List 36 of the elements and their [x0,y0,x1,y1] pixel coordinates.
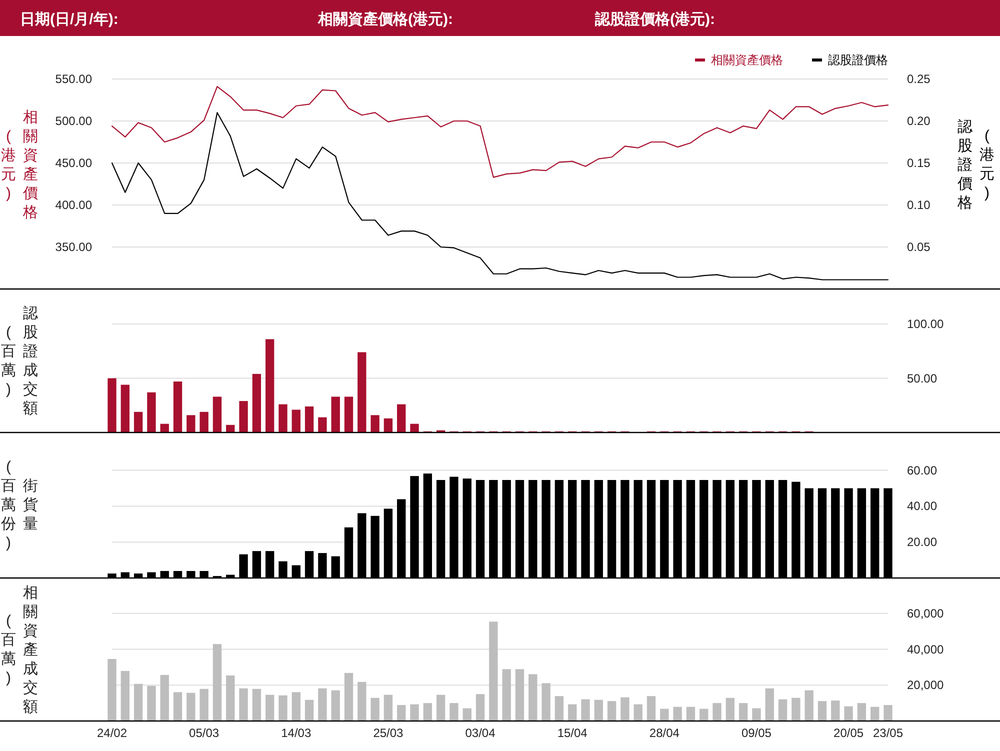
y-tick-label: 550.00 [55,72,92,86]
y-tick-label: 20.00 [907,535,938,550]
y2-tick-label: 0.25 [907,72,931,86]
ylabel: 認股證成交額(百萬) [0,304,38,418]
x-tick-label: 03/04 [465,726,496,740]
y-tick-label: 40.00 [907,499,938,514]
x-tick-label: 05/03 [189,726,220,740]
text: 日期(日/月/年): [20,11,118,28]
x-tick-label: 14/03 [281,726,312,740]
y-tick-label: 20,000 [907,678,944,692]
x-tick-label: 09/05 [741,726,772,740]
y2-tick-label: 0.10 [907,198,931,212]
x-tick-label: 20/05 [834,726,864,740]
x-tick-label: 25/03 [373,726,404,740]
text: 認股證價格(港元): [594,11,715,28]
y-tick-label: 100.00 [907,317,944,331]
legend-label: 相關資產價格 [711,53,783,67]
y-tick-label: 400.00 [55,198,92,212]
y2-tick-label: 0.20 [907,114,931,128]
x-tick-label: 28/04 [649,726,680,740]
ylabel: 相關資產價格(港元) [0,108,38,222]
y-tick-label: 500.00 [55,114,92,128]
y2-tick-label: 0.05 [907,240,931,254]
x-tick-label: 24/02 [96,726,128,740]
x-tick-label: 15/04 [557,726,588,740]
y-tick-label: 350.00 [55,240,92,254]
y-tick-label: 40,000 [907,642,944,656]
ylabel: 街貨量(百萬份) [0,458,38,553]
legend-label: 認股證價格 [828,53,888,67]
text: 相關資產價格(港元): [317,11,453,28]
x-tick-label: 23/05 [872,726,904,740]
y-tick-label: 60.00 [907,463,938,478]
y-tick-label: 50.00 [907,371,938,386]
y-tick-label: 60,000 [907,606,944,620]
y-tick-label: 450.00 [55,156,92,170]
y2-tick-label: 0.15 [907,156,931,170]
